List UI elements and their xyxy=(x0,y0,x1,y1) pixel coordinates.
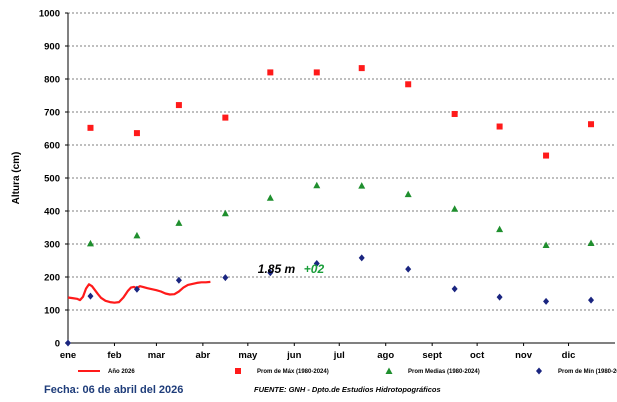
series-triangle xyxy=(86,181,595,248)
y-tick-labels: 0 100 200 300 400 500 600 700 800 900 1000 xyxy=(39,9,68,350)
x-tick-label: abr xyxy=(195,350,210,361)
data-point-triangle xyxy=(86,239,94,247)
y-tick-label: 1000 xyxy=(39,9,60,20)
data-point-diamond xyxy=(87,292,94,300)
x-tick-label: feb xyxy=(107,350,121,361)
y-axis-label: Altura (cm) xyxy=(11,152,22,205)
data-point-triangle xyxy=(313,181,321,189)
data-point-square xyxy=(87,124,94,131)
annotation-delta: +02 xyxy=(304,262,325,276)
data-point-square xyxy=(222,114,229,121)
x-tick-label: sept xyxy=(422,350,442,361)
data-point-triangle xyxy=(496,225,504,233)
data-point-triangle xyxy=(133,231,141,239)
x-tick-label: oct xyxy=(470,350,485,361)
y-tick-label: 800 xyxy=(44,75,60,86)
y-tick-label: 300 xyxy=(44,240,60,251)
series-layer xyxy=(65,65,595,347)
data-point-square xyxy=(175,102,182,109)
y-tick-label: 500 xyxy=(44,174,60,185)
y-tick-label: 200 xyxy=(44,273,60,284)
x-tick-label: ago xyxy=(377,350,394,361)
data-point-triangle xyxy=(404,190,412,198)
x-tick-label: ene xyxy=(60,350,76,361)
data-point-square xyxy=(358,65,365,72)
data-point-diamond xyxy=(358,254,365,262)
x-tick-label: mar xyxy=(148,350,166,361)
data-point-diamond xyxy=(133,285,140,293)
data-point-diamond xyxy=(65,339,71,347)
data-point-square xyxy=(133,130,140,137)
data-point-square xyxy=(405,81,412,88)
x-tick-label: may xyxy=(238,350,258,361)
source-label: FUENTE: GNH - Dpto.de Estudios Hidrotopo… xyxy=(254,385,441,394)
series-square xyxy=(87,65,595,159)
y-tick-label: 600 xyxy=(44,141,60,152)
x-tick-label: jun xyxy=(286,350,301,361)
data-point-diamond xyxy=(588,296,595,304)
data-point-diamond xyxy=(496,293,503,301)
data-point-square xyxy=(451,110,458,117)
legend-swatch-triangle xyxy=(385,367,393,374)
date-label: Fecha: 06 de abril del 2026 xyxy=(44,384,184,396)
series-diamond xyxy=(65,254,595,347)
x-tick-label: dic xyxy=(562,350,576,361)
legend-label: Año 2026 xyxy=(108,369,135,375)
data-point-triangle xyxy=(221,209,229,217)
legend-swatch-square xyxy=(235,368,241,374)
data-point-square xyxy=(543,152,550,159)
data-point-square xyxy=(267,69,274,76)
legend-label: Prom Medias (1980-2024) xyxy=(408,369,480,375)
annotation-value: 1.85 m xyxy=(258,262,296,276)
data-point-square xyxy=(588,121,595,128)
legend-label: Prom de Máx (1980-2024) xyxy=(257,369,329,375)
data-point-diamond xyxy=(543,297,550,305)
x-tick-labels: ene feb mar abr may jun jul ago sept oct nov dic xyxy=(60,343,576,361)
data-point-diamond xyxy=(222,274,229,282)
data-point-square xyxy=(496,123,503,130)
data-point-diamond xyxy=(175,276,182,284)
data-point-square xyxy=(313,69,320,76)
data-point-triangle xyxy=(451,205,459,212)
current-level-annotation: 1.85 m +02 xyxy=(258,262,325,276)
data-point-triangle xyxy=(358,182,366,189)
y-tick-label: 400 xyxy=(44,207,60,218)
y-tick-label: 900 xyxy=(44,42,60,53)
y-tick-label: 700 xyxy=(44,108,60,119)
data-point-triangle xyxy=(587,239,595,247)
data-point-triangle xyxy=(175,219,183,226)
data-point-diamond xyxy=(267,269,274,277)
series-line-2026 xyxy=(67,280,211,304)
x-tick-label: nov xyxy=(515,350,533,361)
y-tick-label: 100 xyxy=(44,306,60,317)
legend: Año 2026 Prom de Máx (1980-2024) Prom Medi… xyxy=(78,367,617,375)
data-point-diamond xyxy=(405,265,412,273)
y-tick-label: 0 xyxy=(55,339,60,350)
data-point-diamond xyxy=(451,285,458,293)
data-point-diamond xyxy=(313,259,320,267)
data-point-triangle xyxy=(266,194,274,201)
gridlines xyxy=(68,12,615,311)
legend-label: Prom de Mín (1980-2024) xyxy=(558,369,617,375)
legend-swatch-diamond xyxy=(536,367,542,375)
data-point-triangle xyxy=(542,241,550,248)
x-tick-label: jul xyxy=(333,350,345,361)
series-line xyxy=(67,280,211,304)
